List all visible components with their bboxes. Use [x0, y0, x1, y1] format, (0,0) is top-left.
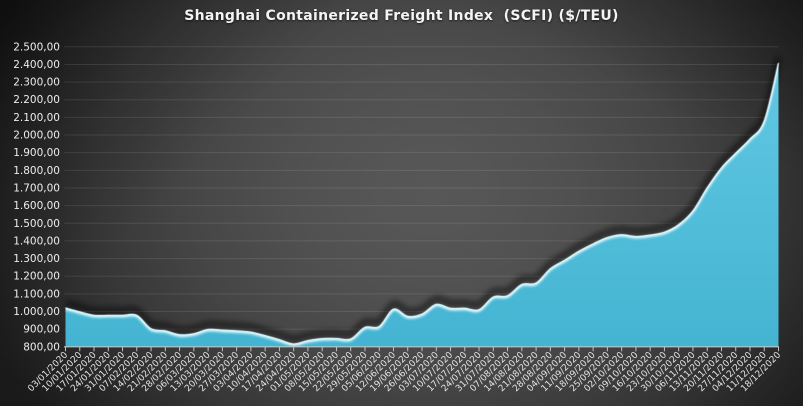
y-tick-label: 1.800,00	[13, 165, 60, 177]
x-axis-labels: 03/01/202010/01/202017/01/202024/01/2020…	[26, 350, 783, 394]
area-bevel	[65, 63, 779, 347]
y-tick-label: 900,00	[23, 324, 60, 336]
y-tick-label: 1.500,00	[13, 218, 60, 230]
y-tick-label: 2.100,00	[13, 112, 60, 124]
y-tick-label: 1.000,00	[13, 306, 60, 318]
y-tick-label: 1.200,00	[13, 271, 60, 283]
x-axis	[64, 346, 779, 352]
y-tick-label: 2.200,00	[13, 94, 60, 106]
y-tick-label: 1.400,00	[13, 235, 60, 247]
area-shadow	[64, 56, 782, 342]
y-tick-label: 2.300,00	[13, 77, 60, 89]
area-topline	[65, 62, 780, 345]
y-tick-label: 2.000,00	[13, 130, 60, 142]
y-tick-label: 1.600,00	[13, 200, 60, 212]
y-tick-label: 1.700,00	[13, 182, 60, 194]
y-tick-label: 800,00	[23, 341, 60, 353]
chart-title: Shanghai Containerized Freight Index (SC…	[184, 8, 619, 24]
y-tick-label: 2.400,00	[13, 59, 60, 71]
y-tick-label: 1.300,00	[13, 253, 60, 265]
y-tick-label: 1.900,00	[13, 147, 60, 159]
y-tick-label: 2.500,00	[13, 41, 60, 53]
y-tick-label: 1.100,00	[13, 288, 60, 300]
y-axis-labels: 2.500,00 2.400,00 2.300,00 2.200,00 2.100,00…	[13, 41, 60, 353]
area-fill	[65, 62, 779, 347]
